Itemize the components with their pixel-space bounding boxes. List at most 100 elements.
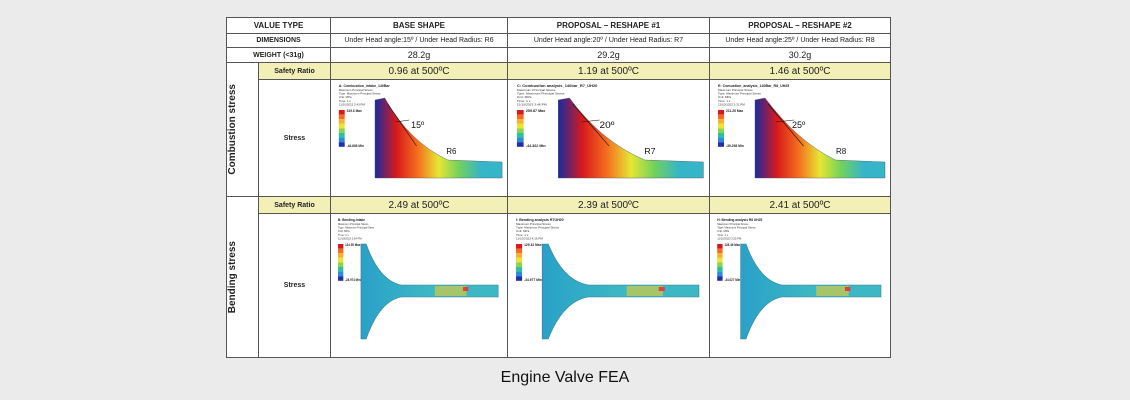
legend-swatch bbox=[718, 128, 725, 133]
valve-body bbox=[360, 243, 499, 340]
stress-band bbox=[816, 286, 849, 296]
fea-image: C: Combustion analysis_140bar_R7_UH20Max… bbox=[516, 84, 704, 179]
row-label: DIMENSIONS bbox=[225, 33, 332, 48]
angle-mark bbox=[767, 103, 804, 147]
legend-min: -44.362 Min bbox=[526, 144, 546, 148]
legend-swatch bbox=[516, 128, 524, 133]
row-label: Safety Ratio bbox=[257, 62, 332, 80]
cell: Under Head angle:15º / Under Head Radius… bbox=[330, 33, 509, 48]
plot-title: E: Comustion_analysis_140Bar_R8_UH25 bbox=[718, 84, 789, 88]
plot-info: Maximum Principal Stress bbox=[339, 88, 373, 92]
legend-swatch bbox=[717, 262, 723, 267]
angle-label: 15º bbox=[411, 120, 425, 130]
header-cell: PROPOSAL – RESHAPE #2 bbox=[709, 17, 892, 34]
plot-info: Type: Maximum Principal Stress bbox=[718, 92, 761, 96]
plot-info: Unit: MPa bbox=[717, 229, 729, 233]
legend-swatch bbox=[516, 142, 524, 147]
plot-info: Maximum Principal Stress bbox=[338, 222, 369, 226]
row-label: Stress bbox=[257, 213, 332, 358]
legend-swatch bbox=[516, 262, 523, 267]
legend-max: 124.95 Max bbox=[345, 243, 361, 247]
plot-cell: H: Bending analysis R8 UH25 Maximum Princ… bbox=[709, 213, 892, 358]
plot-title: C: Combustion analysis_140bar_R7_UH20 bbox=[517, 84, 597, 88]
legend-swatch bbox=[338, 142, 345, 147]
section-cell: Bending stress bbox=[226, 196, 259, 358]
legend-swatch bbox=[516, 110, 524, 115]
plot-info: Time: 1 s bbox=[718, 99, 731, 103]
valve-body bbox=[541, 243, 700, 340]
cell: 0.96 at 500ºC bbox=[330, 62, 509, 80]
stress-peak bbox=[463, 287, 469, 291]
plot-info: 11/10/2023 4:16 PM bbox=[516, 236, 543, 240]
legend-swatch bbox=[338, 248, 344, 254]
valve-section bbox=[558, 97, 704, 179]
plot-info: Maximum Principal Stress bbox=[718, 88, 753, 92]
stress-band bbox=[626, 286, 663, 296]
plot-info: 11/10/2023 3:31 PM bbox=[718, 102, 745, 106]
cell: 2.49 at 500ºC bbox=[330, 196, 509, 214]
cell: 30.2g bbox=[709, 47, 892, 63]
angle-label: 25º bbox=[792, 120, 806, 130]
cell: 2.41 at 500ºC bbox=[709, 196, 892, 214]
legend-swatch bbox=[338, 271, 344, 277]
legend-swatch bbox=[338, 110, 345, 115]
legend-swatch bbox=[338, 253, 344, 258]
header-cell: BASE SHAPE bbox=[330, 17, 509, 34]
fea-table: VALUE TYPE BASE SHAPE PROPOSAL – RESHAPE… bbox=[225, 17, 892, 358]
plot-info: Time: 1 s bbox=[339, 99, 351, 103]
legend-swatch bbox=[717, 253, 723, 258]
legend-swatch bbox=[338, 123, 345, 129]
plot-cell: A: Combustion_intake_140Bar Maximum Princ… bbox=[330, 79, 509, 197]
section-cell: Combustion stress bbox=[226, 62, 259, 197]
plot-info: 11/10/2023 2:54 PM bbox=[338, 236, 362, 240]
legend-swatch bbox=[516, 114, 524, 120]
legend-swatch bbox=[338, 276, 344, 281]
plot-info: Type: Maximum Principal Stress bbox=[717, 225, 756, 229]
legend-swatch bbox=[338, 267, 344, 272]
stress-peak bbox=[658, 287, 665, 291]
legend-swatch bbox=[338, 262, 344, 267]
plot-info: Maximum Principal Stress bbox=[717, 222, 749, 226]
plot-info: Unit: MPa bbox=[718, 95, 732, 99]
angle-mark bbox=[572, 103, 610, 147]
fea-image: E: Comustion_analysis_140Bar_R8_UH25Maxi… bbox=[718, 84, 886, 179]
stress-peak bbox=[845, 287, 851, 291]
plot-cell: B: Bending-intake Maximum Principal Stres… bbox=[330, 213, 509, 358]
radius-label: R6 bbox=[446, 147, 457, 156]
plot-info: Type: Maximum Principal Stress bbox=[516, 226, 559, 230]
legend-max: 128.49 Max bbox=[724, 243, 740, 247]
cell: 29.2g bbox=[507, 47, 711, 63]
angle-label: 20º bbox=[600, 120, 615, 130]
radius-label: R8 bbox=[836, 147, 847, 156]
plot-title: I: Bending analysis R7UH20 bbox=[516, 218, 564, 222]
legend-min: -44.886 Min bbox=[347, 144, 364, 148]
cell: Under Head angle:25º / Under Head Radius… bbox=[709, 33, 892, 48]
plot-info: Unit: MPa bbox=[339, 95, 352, 99]
legend-swatch bbox=[718, 119, 725, 124]
row-label: Stress bbox=[257, 79, 332, 197]
header-cell: PROPOSAL – RESHAPE #1 bbox=[507, 17, 711, 34]
legend-max: 319.6 Max bbox=[347, 109, 362, 113]
angle-mark bbox=[387, 103, 417, 147]
cell: 1.19 at 500ºC bbox=[507, 62, 711, 80]
legend-swatch bbox=[717, 257, 723, 263]
legend-swatch bbox=[718, 114, 725, 120]
plot-info: Time: 1 s bbox=[517, 99, 531, 103]
plot-info: Type: Maximum Principal Stress bbox=[517, 92, 565, 96]
cell: 1.46 at 500ºC bbox=[709, 62, 892, 80]
legend-swatch bbox=[516, 248, 523, 254]
plot-info: Maximum Principal Stress bbox=[517, 88, 556, 92]
legend-swatch bbox=[516, 271, 523, 277]
legend-swatch bbox=[338, 114, 345, 120]
legend-min: -34.627 Min bbox=[724, 278, 740, 282]
legend-swatch bbox=[338, 133, 345, 138]
plot-info: Time: 1 s bbox=[338, 233, 349, 237]
stress-band bbox=[434, 286, 467, 296]
plot-info: Unit: MPa bbox=[517, 95, 532, 99]
legend-swatch bbox=[516, 276, 523, 281]
legend-swatch bbox=[516, 119, 524, 124]
legend-swatch bbox=[718, 137, 725, 143]
caption: Engine Valve FEA bbox=[500, 369, 630, 386]
